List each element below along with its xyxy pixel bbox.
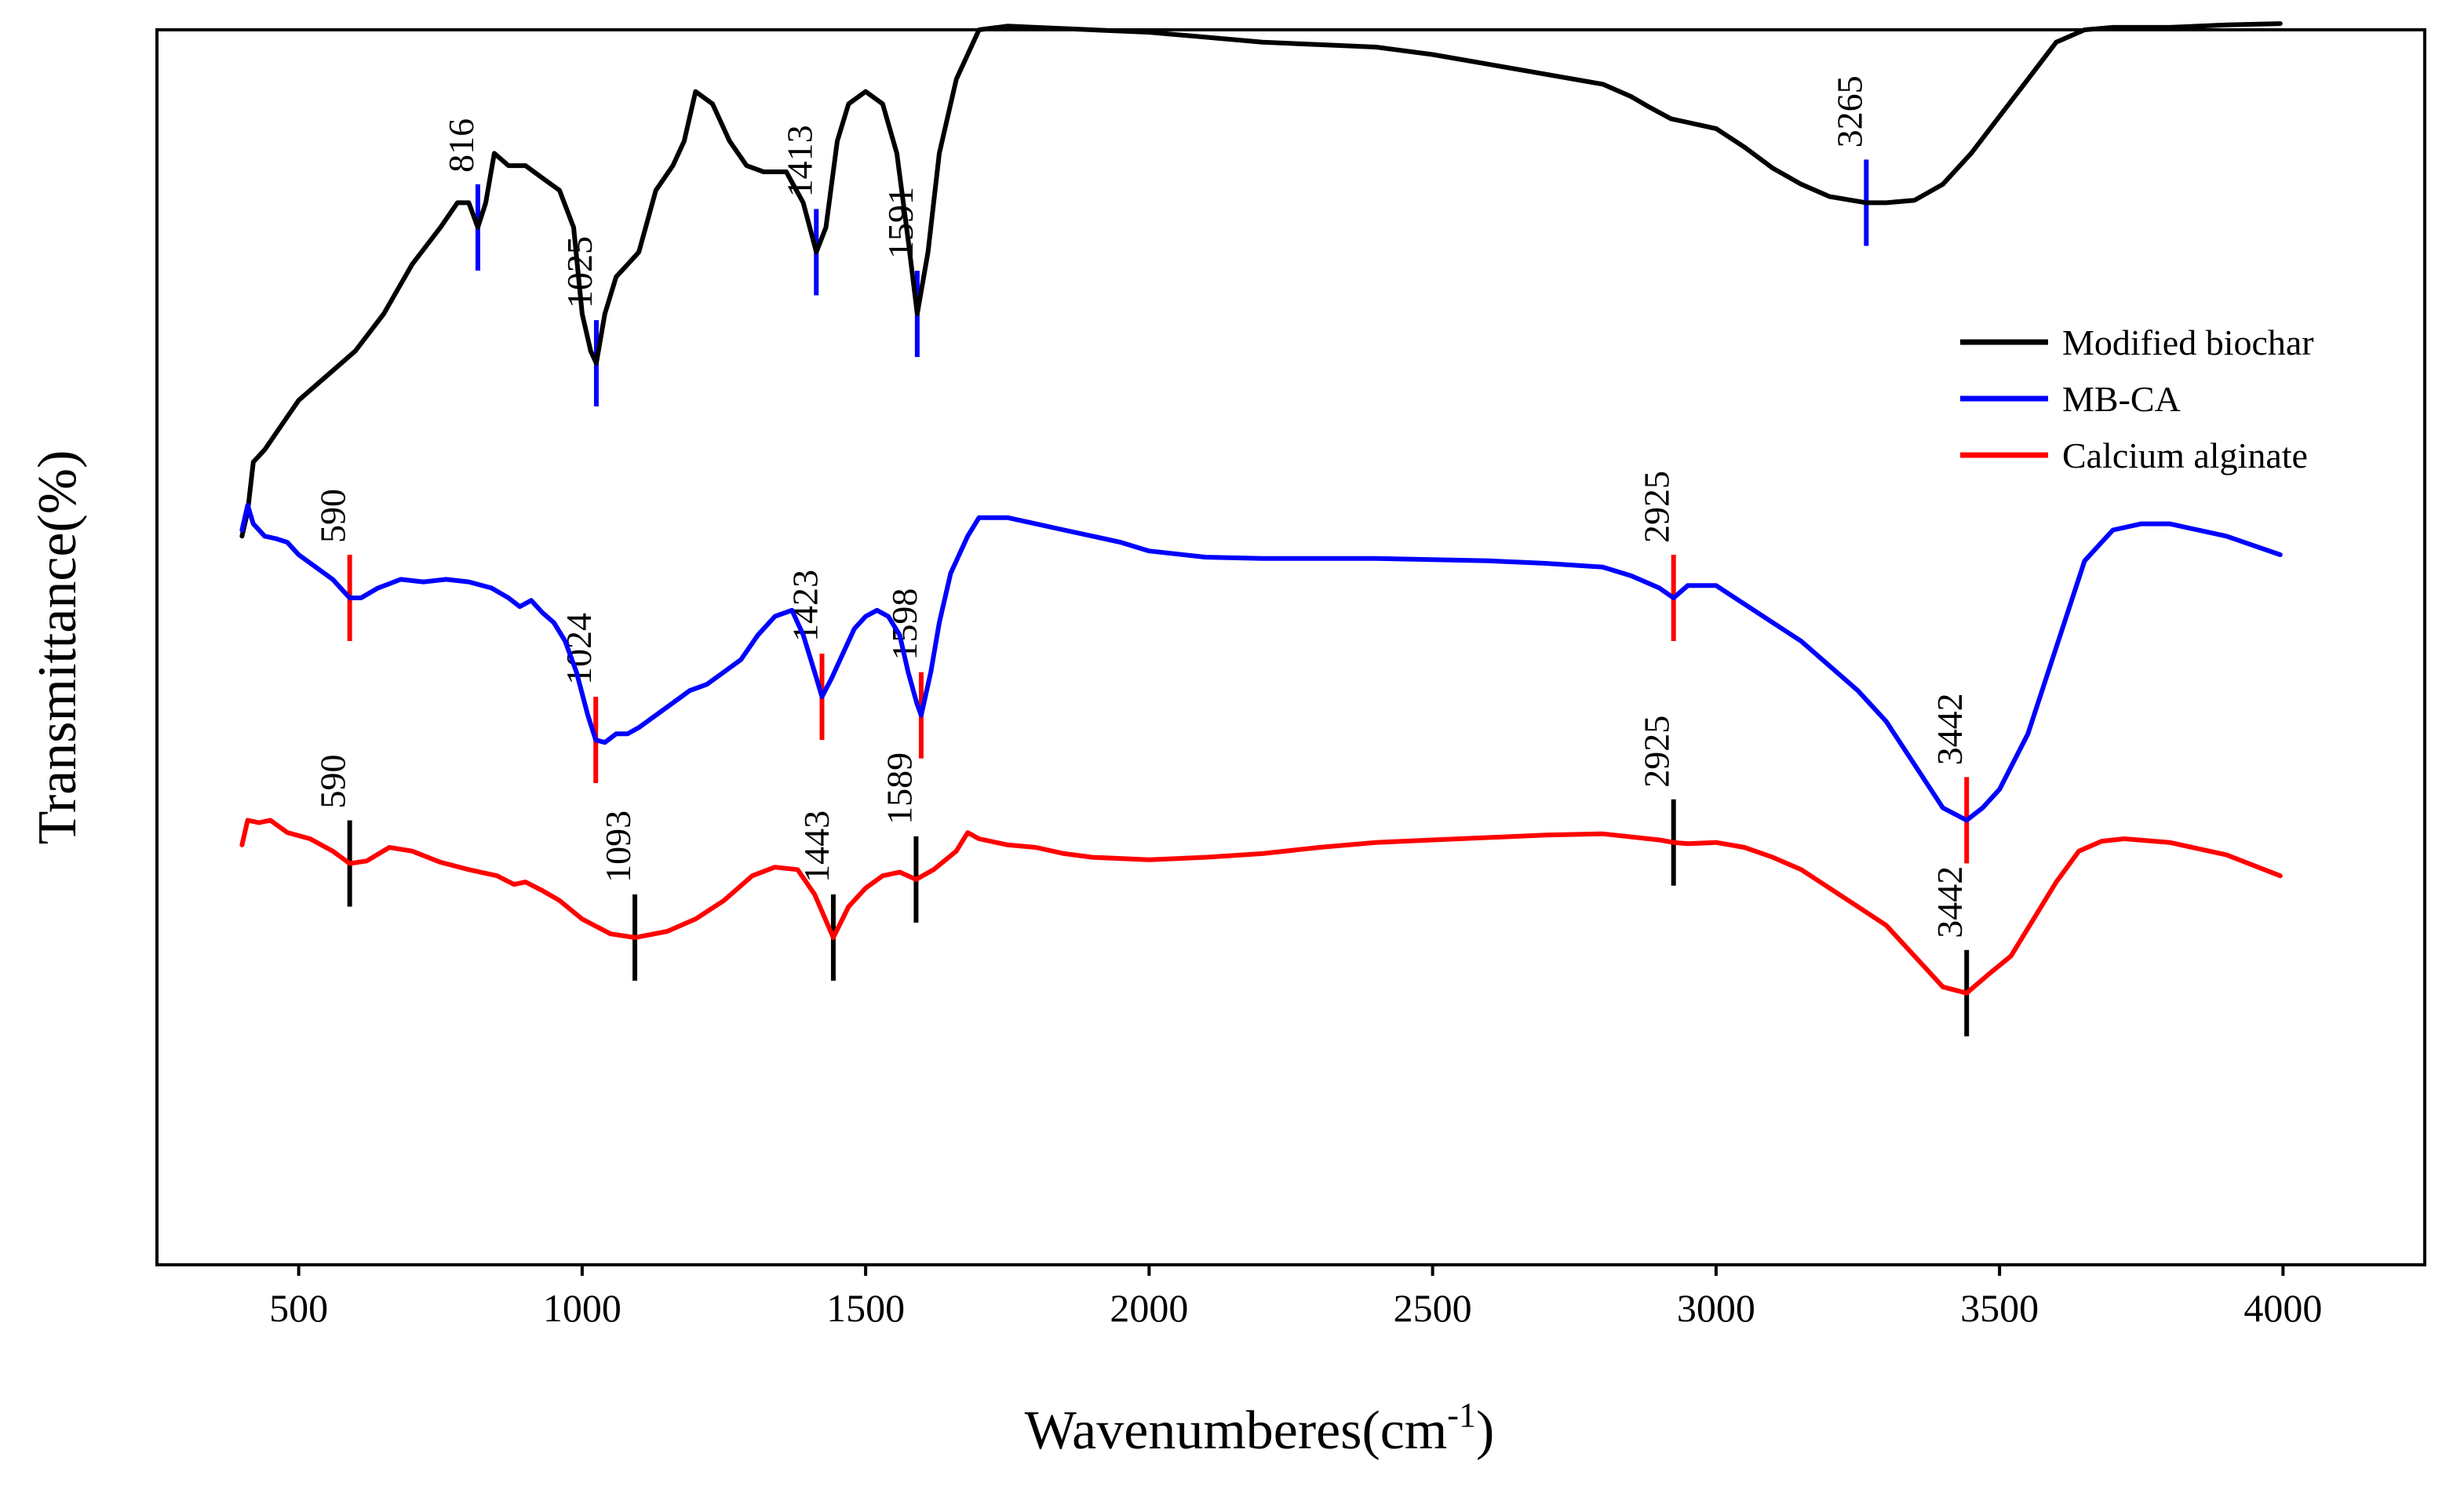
series-line-modified-biochar [239,21,2283,539]
peak-label-mb-ca-1423: 1423 [785,570,825,642]
legend: Modified biochar MB-CA Calcium alginate [1960,322,2314,475]
peak-label-calcium-alginate-1093: 1093 [598,811,638,883]
x-tick-label-1500: 1500 [826,1286,905,1330]
peak-label-modified-biochar-816: 816 [441,118,481,173]
peak-label-mb-ca-3442: 3442 [1930,693,1970,765]
peak-label-calcium-alginate-1443: 1443 [796,811,837,883]
x-tick-label-3000: 3000 [1677,1286,1755,1330]
legend-label-modified-biochar: Modified biochar [2062,322,2314,362]
peak-label-modified-biochar-3265: 3265 [1829,75,1869,148]
y-axis-title: Transmittance(%) [27,450,88,845]
x-tick-label-1000: 1000 [543,1286,621,1330]
x-tick-label-500: 500 [269,1286,328,1330]
legend-label-mb-ca: MB-CA [2062,379,2181,419]
x-axis-title: Wavenumberes(cm-1) [1025,1396,1495,1461]
peak-label-modified-biochar-1413: 1413 [779,125,819,197]
x-axis-ticks: 500 1000 1500 2000 2500 3000 3500 4000 [269,1265,2322,1330]
x-axis-title-main: Wavenumberes(cm [1025,1401,1448,1461]
peak-label-mb-ca-2925: 2925 [1637,471,1677,543]
peak-label-calcium-alginate-2925: 2925 [1637,716,1677,788]
legend-label-calcium-alginate: Calcium alginate [2062,435,2308,475]
peak-label-calcium-alginate-590: 590 [313,754,353,808]
peak-label-calcium-alginate-3442: 3442 [1930,866,1970,938]
x-axis-title-superscript: -1 [1447,1396,1476,1434]
series-lines [239,21,2283,996]
x-tick-label-4000: 4000 [2243,1286,2322,1330]
series-line-calcium-alginate [239,818,2283,996]
x-tick-label-2000: 2000 [1110,1286,1188,1330]
peak-label-modified-biochar-1591: 1591 [880,187,920,259]
series-line-mb-ca [239,503,2283,823]
x-tick-label-2500: 2500 [1394,1286,1472,1330]
peak-label-mb-ca-590: 590 [313,489,353,543]
x-tick-label-3500: 3500 [1960,1286,2039,1330]
x-axis-title-close: ) [1476,1401,1494,1461]
peak-label-calcium-alginate-1589: 1589 [879,752,919,825]
plot-frame [155,28,2426,1266]
